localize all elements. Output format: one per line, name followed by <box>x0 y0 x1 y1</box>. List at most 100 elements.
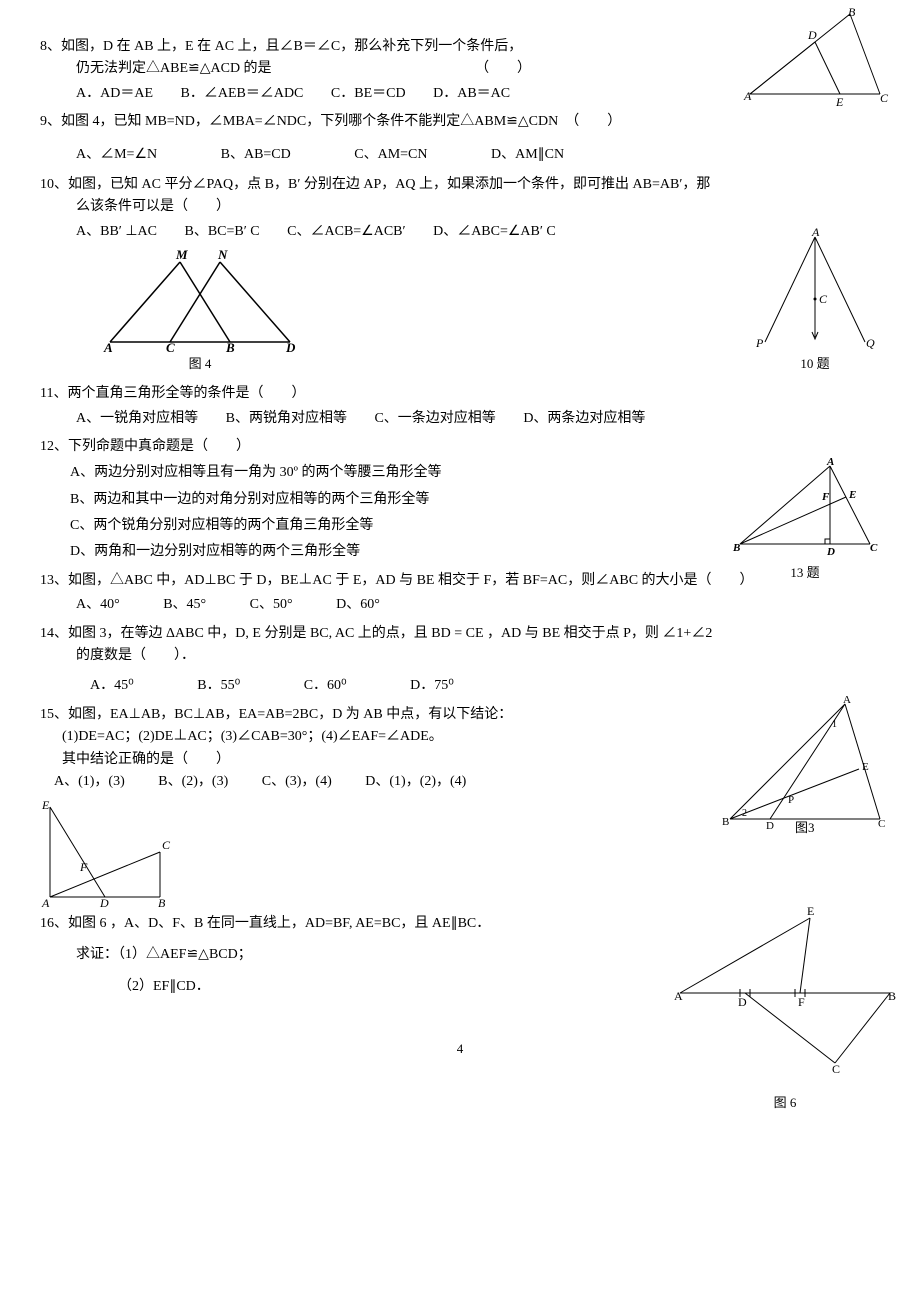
q14-optB: B．55⁰ <box>197 675 240 697</box>
q16-num: 16、 <box>40 916 68 931</box>
q12-num: 12、 <box>40 439 68 454</box>
q11-optA: A、一锐角对应相等 <box>76 408 198 430</box>
label-E: E <box>835 95 844 106</box>
q15-optA: A、(1)，(3) <box>54 774 125 789</box>
q14-text2: 的度数是（ ）． <box>76 648 195 663</box>
fig3-caption: 图3 <box>795 820 815 834</box>
q9-optB: B、AB=CD <box>221 144 291 166</box>
q15-text2: (1)DE=AC；(2)DE⊥AC；(3)∠CAB=30°；(4)∠EAF=∠A… <box>62 729 443 744</box>
q13-optB: B、45° <box>163 594 206 616</box>
q10-optD: D、∠ABC=∠AB′ C <box>433 221 556 243</box>
q11-num: 11、 <box>40 386 67 401</box>
question-8: A B C D E 8、如图，D 在 AB 上，E 在 AC 上，且∠B＝∠C，… <box>40 36 880 105</box>
label-E: E <box>862 761 869 773</box>
label-Q: Q <box>866 336 875 350</box>
q8-optB: B．∠AEB＝∠ADC <box>181 83 304 105</box>
label-F: F <box>798 995 805 1009</box>
question-13: 13、如图，△ABC 中，AD⊥BC 于 D，BE⊥AC 于 E，AD 与 BE… <box>40 570 880 617</box>
q8-optA: A．AD＝AE <box>76 83 153 105</box>
question-10: 10、如图，已知 AC 平分∠PAQ，点 B，B′ 分别在边 AP，AQ 上，如… <box>40 174 880 377</box>
q14-optD: D．75⁰ <box>410 675 454 697</box>
label-B: B <box>225 340 235 352</box>
q9-num: 9、 <box>40 114 61 129</box>
question-11: 11、两个直角三角形全等的条件是（ ） A、一锐角对应相等 B、两锐角对应相等 … <box>40 383 880 430</box>
q16-text: 如图 6 ，A、D、F、B 在同一直线上，AD=BF, AE=BC，且 AE∥B… <box>68 916 490 931</box>
figure-13: A B C D E F 13 题 <box>730 456 880 584</box>
q15-num: 15、 <box>40 707 68 722</box>
fig4-caption: 图 4 <box>100 354 300 375</box>
label-A: A <box>674 989 683 1003</box>
q13-text: 如图，△ABC 中，AD⊥BC 于 D，BE⊥AC 于 E，AD 与 BE 相交… <box>68 573 754 588</box>
label-C: C <box>878 818 885 830</box>
q9-optA: A、∠M=∠N <box>76 144 157 166</box>
label-E: E <box>848 489 856 501</box>
q15-optB: B、(2)，(3) <box>158 774 228 789</box>
q8-text2: 仍无法判定△ABE≌△ACD 的是 <box>76 61 272 76</box>
q8-num: 8、 <box>40 39 61 54</box>
label-B: B <box>888 989 896 1003</box>
q9-options: A、∠M=∠N B、AB=CD C、AM=CN D、AM∥CN <box>76 144 880 166</box>
label-A: A <box>811 227 820 239</box>
label-E: E <box>41 798 50 812</box>
label-C: C <box>819 292 828 306</box>
label-1: 1 <box>832 719 837 730</box>
label-N: N <box>217 247 228 262</box>
q10-text1: 如图，已知 AC 平分∠PAQ，点 B，B′ 分别在边 AP，AQ 上，如果添加… <box>68 177 710 192</box>
label-A: A <box>743 89 752 103</box>
label-2: 2 <box>742 808 747 819</box>
label-D: D <box>738 995 747 1009</box>
q9-optC: C、AM=CN <box>354 144 427 166</box>
q8-figure: A B C D E <box>740 6 890 106</box>
label-C: C <box>880 91 889 105</box>
question-14: 14、如图 3，在等边 ΔABC 中，D, E 分别是 BC, AC 上的点，且… <box>40 623 880 698</box>
q13-options: A、40° B、45° C、50° D、60° <box>76 594 880 616</box>
question-9: 9、如图 4，已知 MB=ND，∠MBA=∠NDC，下列哪个条件不能判定△ABM… <box>40 111 880 166</box>
label-F: F <box>821 491 830 503</box>
q13-optA: A、40° <box>76 594 120 616</box>
q15-text1: 如图，EA⊥AB，BC⊥AB，EA=AB=2BC，D 为 AB 中点，有以下结论… <box>68 707 512 722</box>
q9-text: 如图 4，已知 MB=ND，∠MBA=∠NDC，下列哪个条件不能判定△ABM≌△… <box>61 114 621 129</box>
figure-6: A B E C D F 图 6 <box>670 903 900 1114</box>
label-B: B <box>732 542 740 554</box>
figure-10: A C P Q 10 题 <box>750 227 880 375</box>
q11-optB: B、两锐角对应相等 <box>226 408 347 430</box>
label-P: P <box>755 336 764 350</box>
label-D: D <box>826 546 835 558</box>
question-16: A B E C D F 图 6 16、如图 6 ，A、D、F、B 在同一直线上，… <box>40 913 880 998</box>
q11-optC: C、一条边对应相等 <box>374 408 495 430</box>
q10-text2: 么该条件可以是（ ） <box>76 199 230 214</box>
label-D: D <box>99 896 109 907</box>
q15-optC: C、(3)，(4) <box>262 774 332 789</box>
q12-text: 下列命题中真命题是（ ） <box>68 439 250 454</box>
figure-3: A B C D E P 1 2 图3 <box>720 694 890 834</box>
fig10-caption: 10 题 <box>750 354 880 375</box>
label-A: A <box>103 340 113 352</box>
q13-optD: D、60° <box>336 594 380 616</box>
q8-optC: C．BE＝CD <box>331 83 406 105</box>
label-M: M <box>175 247 188 262</box>
q14-optA: A．45⁰ <box>90 675 134 697</box>
q11-optD: D、两条边对应相等 <box>523 408 645 430</box>
q8-paren: （ ） <box>475 61 531 76</box>
q11-options: A、一锐角对应相等 B、两锐角对应相等 C、一条边对应相等 D、两条边对应相等 <box>76 408 880 430</box>
q10-num: 10、 <box>40 177 68 192</box>
q14-optC: C．60⁰ <box>304 675 347 697</box>
q8-text1: 如图，D 在 AB 上，E 在 AC 上，且∠B＝∠C，那么补充下列一个条件后， <box>61 39 522 54</box>
label-A: A <box>843 694 851 706</box>
fig6-caption: 图 6 <box>670 1093 900 1114</box>
label-C: C <box>166 340 175 352</box>
question-12: A B C D E F 13 题 12、下列命题中真命题是（ ） A、两边分别对… <box>40 436 880 564</box>
label-C: C <box>832 1062 840 1073</box>
q9-optD: D、AM∥CN <box>491 144 564 166</box>
label-A: A <box>41 896 50 907</box>
label-C: C <box>162 838 171 852</box>
q10-optC: C、∠ACB=∠ACB′ <box>287 221 405 243</box>
question-15: A B C D E P 1 2 图3 15、如图，EA⊥AB，BC⊥AB，EA=… <box>40 704 880 908</box>
label-F: F <box>79 860 88 874</box>
q8-optD: D．AB＝AC <box>433 83 510 105</box>
q14-text1: 如图 3，在等边 ΔABC 中，D, E 分别是 BC, AC 上的点，且 BD… <box>68 626 712 641</box>
label-D: D <box>285 340 296 352</box>
label-A: A <box>826 456 834 468</box>
q13-optC: C、50° <box>250 594 293 616</box>
label-E: E <box>807 904 814 918</box>
